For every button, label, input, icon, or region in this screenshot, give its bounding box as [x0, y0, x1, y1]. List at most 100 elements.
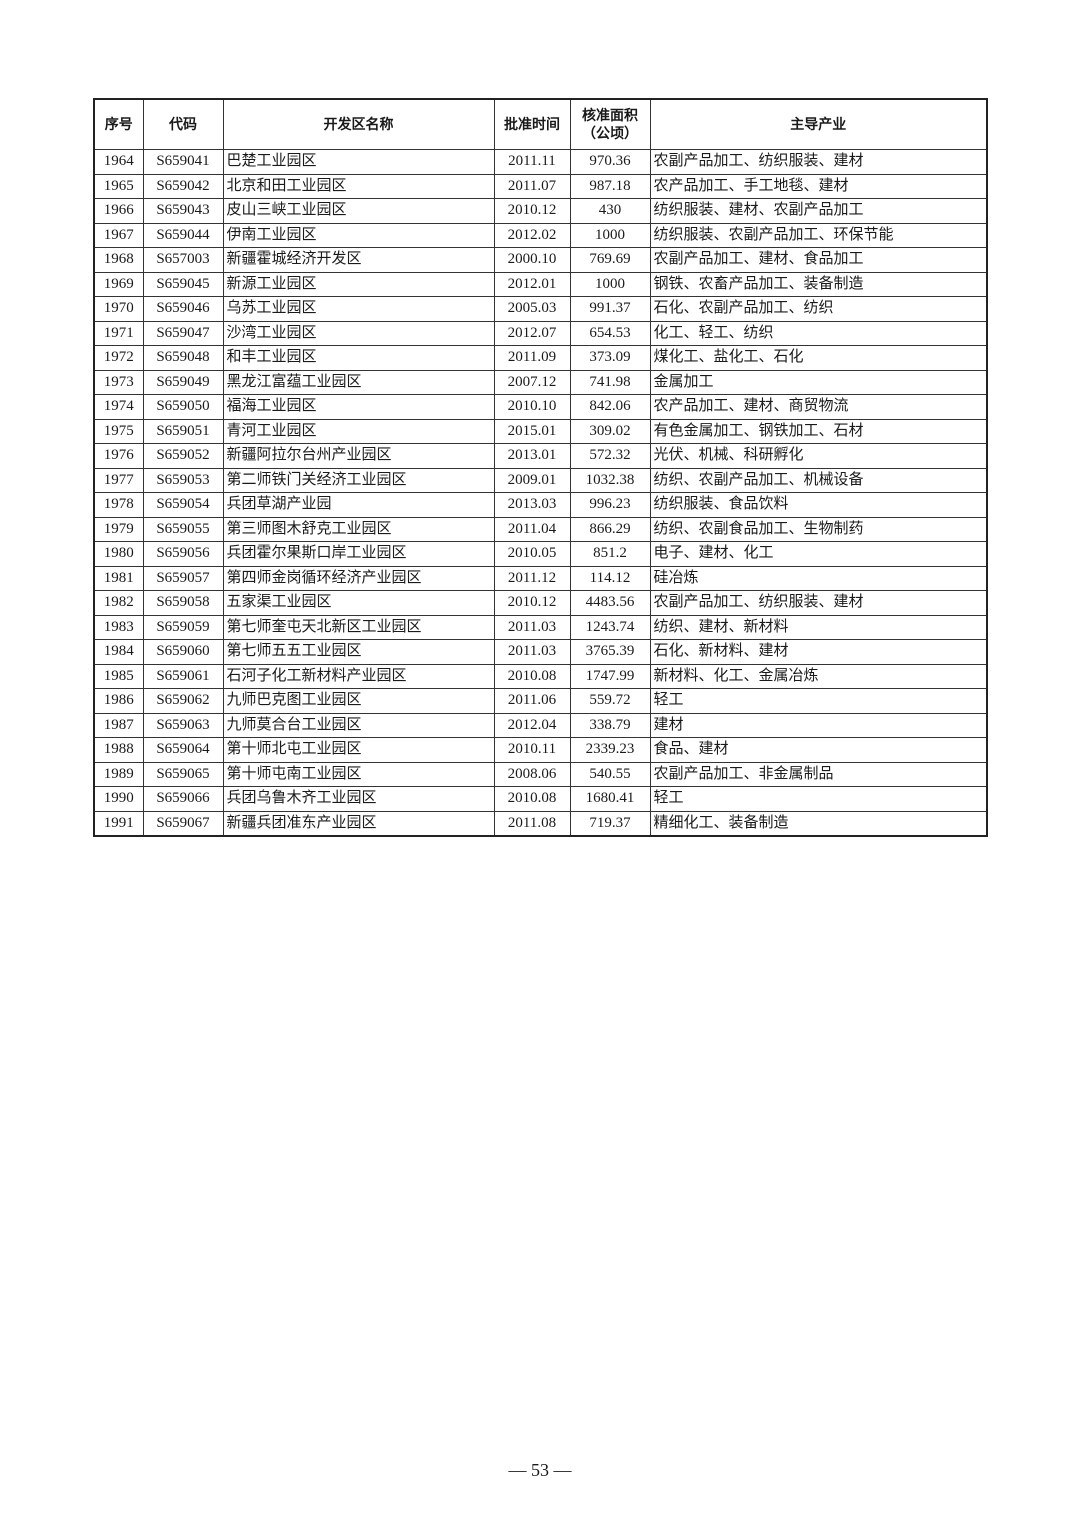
cell-approved-area: 842.06 [569, 394, 651, 420]
cell-code: S659059 [142, 614, 224, 640]
cell-approved-area: 2339.23 [569, 737, 651, 763]
table-row: 1988 S659064 第十师北屯工业园区 2010.11 2339.23 食品、建材 [93, 737, 988, 763]
cell-serial: 1981 [93, 565, 144, 591]
cell-main-industry: 纺织服装、农副产品加工、环保节能 [649, 222, 988, 248]
table-row: 1970 S659046 乌苏工业园区 2005.03 991.37 石化、农副产品加工、… [93, 296, 988, 322]
table-row: 1971 S659047 沙湾工业园区 2012.07 654.53 化工、轻工、纺织 [93, 320, 988, 346]
cell-code: S659061 [142, 663, 224, 689]
cell-approval-date: 2010.05 [493, 541, 571, 567]
cell-approval-date: 2010.12 [493, 590, 571, 616]
table-row: 1974 S659050 福海工业园区 2010.10 842.06 农产品加工、建材、商… [93, 394, 988, 420]
table-row: 1967 S659044 伊南工业园区 2012.02 1000 纺织服装、农副产品加工、… [93, 222, 988, 248]
cell-approval-date: 2012.02 [493, 222, 571, 248]
table-row: 1990 S659066 兵团乌鲁木齐工业园区 2010.08 1680.41 轻工 [93, 786, 988, 812]
cell-main-industry: 纺织、农副食品加工、生物制药 [649, 516, 988, 542]
cell-approval-date: 2010.10 [493, 394, 571, 420]
cell-main-industry: 农副产品加工、纺织服装、建材 [649, 590, 988, 616]
cell-main-industry: 农副产品加工、建材、食品加工 [649, 247, 988, 273]
cell-approval-date: 2010.08 [493, 786, 571, 812]
cell-approved-area: 866.29 [569, 516, 651, 542]
table-row: 1980 S659056 兵团霍尔果斯口岸工业园区 2010.05 851.2 电子、建材… [93, 541, 988, 567]
cell-code: S659058 [142, 590, 224, 616]
cell-zone-name: 第七师五五工业园区 [222, 639, 495, 665]
cell-approval-date: 2008.06 [493, 761, 571, 787]
cell-main-industry: 食品、建材 [649, 737, 988, 763]
cell-serial: 1991 [93, 810, 144, 837]
cell-main-industry: 金属加工 [649, 369, 988, 395]
cell-zone-name: 伊南工业园区 [222, 222, 495, 248]
cell-zone-name: 和丰工业园区 [222, 345, 495, 371]
cell-approval-date: 2011.03 [493, 614, 571, 640]
cell-serial: 1977 [93, 467, 144, 493]
cell-approval-date: 2011.07 [493, 173, 571, 199]
cell-code: S659047 [142, 320, 224, 346]
cell-zone-name: 乌苏工业园区 [222, 296, 495, 322]
cell-approval-date: 2011.03 [493, 639, 571, 665]
cell-zone-name: 新源工业园区 [222, 271, 495, 297]
development-zone-table: 序号 代码 开发区名称 批准时间 核准面积（公顷） 主导产业 1964 S6590… [93, 98, 988, 837]
header-approved-area: 核准面积（公顷） [569, 98, 651, 150]
cell-zone-name: 第四师金岗循环经济产业园区 [222, 565, 495, 591]
cell-zone-name: 新疆阿拉尔台州产业园区 [222, 443, 495, 469]
table-row: 1987 S659063 九师莫合台工业园区 2012.04 338.79 建材 [93, 712, 988, 738]
cell-approved-area: 309.02 [569, 418, 651, 444]
cell-approved-area: 1032.38 [569, 467, 651, 493]
cell-main-industry: 农副产品加工、纺织服装、建材 [649, 149, 988, 175]
cell-zone-name: 九师莫合台工业园区 [222, 712, 495, 738]
cell-approved-area: 1000 [569, 222, 651, 248]
cell-serial: 1965 [93, 173, 144, 199]
table-row: 1984 S659060 第七师五五工业园区 2011.03 3765.39 石化、新材料… [93, 639, 988, 665]
header-serial: 序号 [93, 98, 144, 150]
cell-serial: 1972 [93, 345, 144, 371]
cell-zone-name: 黑龙江富蕴工业园区 [222, 369, 495, 395]
cell-approved-area: 769.69 [569, 247, 651, 273]
cell-main-industry: 纺织、农副产品加工、机械设备 [649, 467, 988, 493]
cell-serial: 1976 [93, 443, 144, 469]
cell-approval-date: 2009.01 [493, 467, 571, 493]
header-approval-date: 批准时间 [493, 98, 571, 150]
cell-approval-date: 2012.01 [493, 271, 571, 297]
table-row: 1977 S659053 第二师铁门关经济工业园区 2009.01 1032.38 纺织、… [93, 467, 988, 493]
cell-approved-area: 991.37 [569, 296, 651, 322]
table-row: 1985 S659061 石河子化工新材料产业园区 2010.08 1747.99 新材料… [93, 663, 988, 689]
cell-serial: 1987 [93, 712, 144, 738]
cell-code: S659062 [142, 688, 224, 714]
cell-code: S659063 [142, 712, 224, 738]
table-row: 1964 S659041 巴楚工业园区 2011.11 970.36 农副产品加工、纺织服… [93, 149, 988, 175]
table-row: 1966 S659043 皮山三峡工业园区 2010.12 430 纺织服装、建材、农副产… [93, 198, 988, 224]
cell-approval-date: 2011.12 [493, 565, 571, 591]
cell-serial: 1984 [93, 639, 144, 665]
cell-approval-date: 2011.08 [493, 810, 571, 837]
header-zone-name: 开发区名称 [222, 98, 495, 150]
cell-main-industry: 新材料、化工、金属冶炼 [649, 663, 988, 689]
cell-serial: 1978 [93, 492, 144, 518]
cell-main-industry: 纺织、建材、新材料 [649, 614, 988, 640]
table-body: 1964 S659041 巴楚工业园区 2011.11 970.36 农副产品加工、纺织服… [93, 149, 988, 837]
table-row: 1991 S659067 新疆兵团准东产业园区 2011.08 719.37 精细化工、装… [93, 810, 988, 837]
cell-zone-name: 皮山三峡工业园区 [222, 198, 495, 224]
cell-main-industry: 光伏、机械、科研孵化 [649, 443, 988, 469]
cell-approved-area: 3765.39 [569, 639, 651, 665]
cell-zone-name: 兵团霍尔果斯口岸工业园区 [222, 541, 495, 567]
cell-code: S659052 [142, 443, 224, 469]
cell-code: S659065 [142, 761, 224, 787]
cell-code: S659066 [142, 786, 224, 812]
cell-code: S659055 [142, 516, 224, 542]
cell-serial: 1973 [93, 369, 144, 395]
cell-approved-area: 1243.74 [569, 614, 651, 640]
cell-serial: 1969 [93, 271, 144, 297]
cell-main-industry: 轻工 [649, 688, 988, 714]
cell-serial: 1988 [93, 737, 144, 763]
cell-serial: 1989 [93, 761, 144, 787]
cell-approved-area: 540.55 [569, 761, 651, 787]
cell-approval-date: 2005.03 [493, 296, 571, 322]
table-row: 1972 S659048 和丰工业园区 2011.09 373.09 煤化工、盐化工、石化 [93, 345, 988, 371]
cell-zone-name: 第十师屯南工业园区 [222, 761, 495, 787]
cell-main-industry: 纺织服装、食品饮料 [649, 492, 988, 518]
table-row: 1976 S659052 新疆阿拉尔台州产业园区 2013.01 572.32 光伏、机械… [93, 443, 988, 469]
cell-code: S659048 [142, 345, 224, 371]
cell-approved-area: 572.32 [569, 443, 651, 469]
table-row: 1969 S659045 新源工业园区 2012.01 1000 钢铁、农畜产品加工、装备… [93, 271, 988, 297]
cell-zone-name: 新疆霍城经济开发区 [222, 247, 495, 273]
cell-code: S657003 [142, 247, 224, 273]
